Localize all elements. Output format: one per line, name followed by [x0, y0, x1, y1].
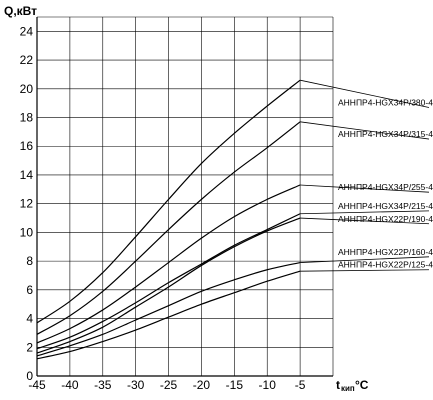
y-tick-label: 24	[20, 24, 34, 38]
y-axis-title: Q,кВт	[4, 4, 37, 18]
x-axis-title: t кип °C	[336, 378, 369, 393]
y-tick-label: 2	[26, 340, 33, 354]
y-tick-label: 0	[26, 369, 33, 383]
series-line-6	[36, 261, 301, 357]
series-line-4	[36, 213, 301, 350]
x-tick-label: -5	[295, 378, 306, 392]
series-line-5	[36, 217, 301, 354]
x-axis-title-subscript: кип	[341, 384, 355, 393]
series-leader-6	[300, 256, 430, 263]
x-tick-label: -25	[160, 378, 178, 392]
series-leader-3	[300, 184, 430, 193]
y-tick-label: 6	[26, 283, 33, 297]
series-leader-1	[300, 79, 430, 108]
series-label-4: АННПР4-HGX34P/215-4	[338, 201, 433, 211]
x-axis-title-unit: °C	[355, 378, 369, 392]
series-label-3: АННПР4-HGX34P/255-4	[338, 182, 433, 192]
series-line-2	[36, 121, 301, 335]
series-line-1	[36, 79, 301, 324]
x-tick-label: -40	[61, 378, 79, 392]
y-tick-label: 14	[20, 168, 34, 182]
x-axis-title-main: t	[336, 378, 340, 392]
series-leader-2	[300, 121, 430, 140]
x-tick-label: -45	[28, 378, 46, 392]
x-tick-label: -10	[259, 378, 277, 392]
series-leader-7	[300, 269, 430, 272]
y-tick-label: 10	[20, 225, 34, 239]
y-tick-label: 12	[20, 197, 34, 211]
x-tick-label: -30	[127, 378, 145, 392]
x-tick-label: -20	[193, 378, 211, 392]
grid	[37, 16, 334, 376]
y-tick-label: 18	[20, 111, 34, 125]
x-tick-label: -15	[226, 378, 244, 392]
series-line-7	[36, 270, 301, 360]
series-label-1: АННПР4-HGX34P/380-4	[338, 97, 433, 107]
series-lines	[36, 79, 430, 360]
series-labels: АННПР4-HGX34P/380-4 АННПР4-HGX34P/315-4 АН…	[338, 97, 433, 269]
series-label-5: АННПР4-HGX22P/190-4	[338, 214, 433, 224]
y-tick-label: 16	[20, 139, 34, 153]
series-label-7: АННПР4-HGX22P/125-4	[338, 260, 433, 270]
y-tick-label: 8	[26, 254, 33, 268]
series-label-2: АННПР4-HGX34P/315-4	[338, 129, 433, 139]
y-tick-label: 4	[26, 312, 33, 326]
y-tick-label: 22	[20, 53, 34, 67]
series-leader-4	[300, 210, 430, 215]
y-tick-label: 20	[20, 82, 34, 96]
series-leader-5	[300, 217, 430, 225]
series-label-6: АННПР4-HGX22P/160-4	[338, 247, 433, 257]
series-line-3	[36, 184, 301, 344]
x-tick-label: -35	[94, 378, 112, 392]
